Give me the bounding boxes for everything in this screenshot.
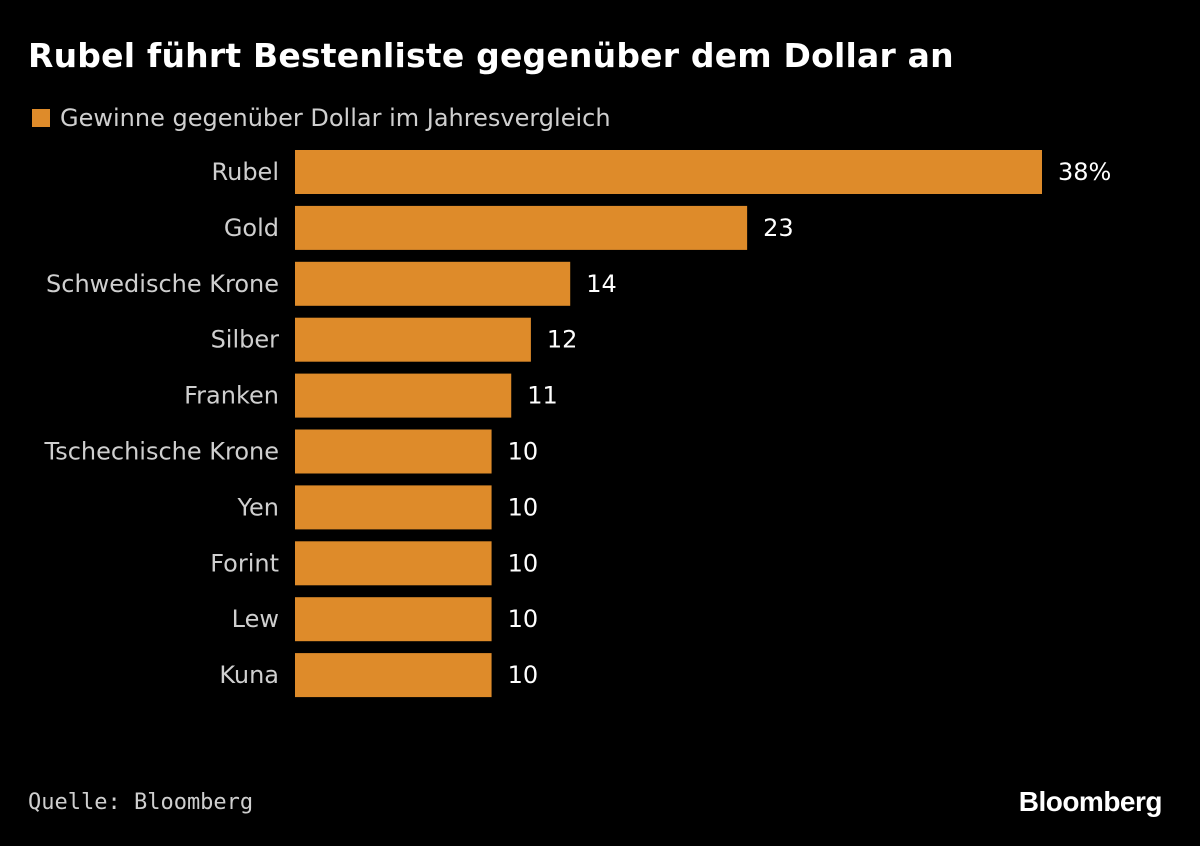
value-label: 23: [763, 214, 794, 242]
value-label: 10: [508, 438, 539, 466]
value-label: 14: [586, 270, 617, 298]
category-label: Tschechische Krone: [44, 438, 279, 466]
value-label: 10: [508, 493, 539, 521]
category-label: Gold: [224, 214, 279, 242]
bar: [295, 653, 492, 698]
bar: [295, 317, 531, 362]
category-label: Franken: [184, 382, 279, 410]
category-label: Forint: [210, 549, 279, 577]
source-note: Quelle: Bloomberg: [28, 790, 254, 815]
value-label: 38%: [1058, 158, 1111, 186]
bar: [295, 150, 1042, 194]
value-label: 10: [508, 605, 539, 633]
category-label: Rubel: [212, 158, 279, 186]
bar: [295, 541, 492, 586]
value-label: 10: [508, 661, 539, 689]
bar: [295, 597, 492, 642]
category-label: Kuna: [219, 661, 279, 689]
bar: [295, 429, 492, 474]
chart-title: Rubel führt Bestenliste gegenüber dem Do…: [28, 36, 954, 75]
bar: [295, 261, 571, 306]
category-label: Schwedische Krone: [46, 270, 279, 298]
value-label: 10: [508, 549, 539, 577]
value-label: 11: [527, 382, 558, 410]
bar: [295, 205, 748, 250]
category-label: Silber: [211, 326, 280, 354]
category-label: Yen: [237, 493, 279, 521]
bar: [295, 373, 512, 418]
bloomberg-logo: Bloomberg: [1018, 786, 1163, 817]
value-label: 12: [547, 326, 578, 354]
category-label: Lew: [232, 605, 279, 633]
legend: Gewinne gegenüber Dollar im Jahresvergle…: [32, 104, 611, 132]
legend-swatch: [32, 109, 50, 127]
legend-label: Gewinne gegenüber Dollar im Jahresvergle…: [60, 104, 611, 132]
bar: [295, 485, 492, 530]
